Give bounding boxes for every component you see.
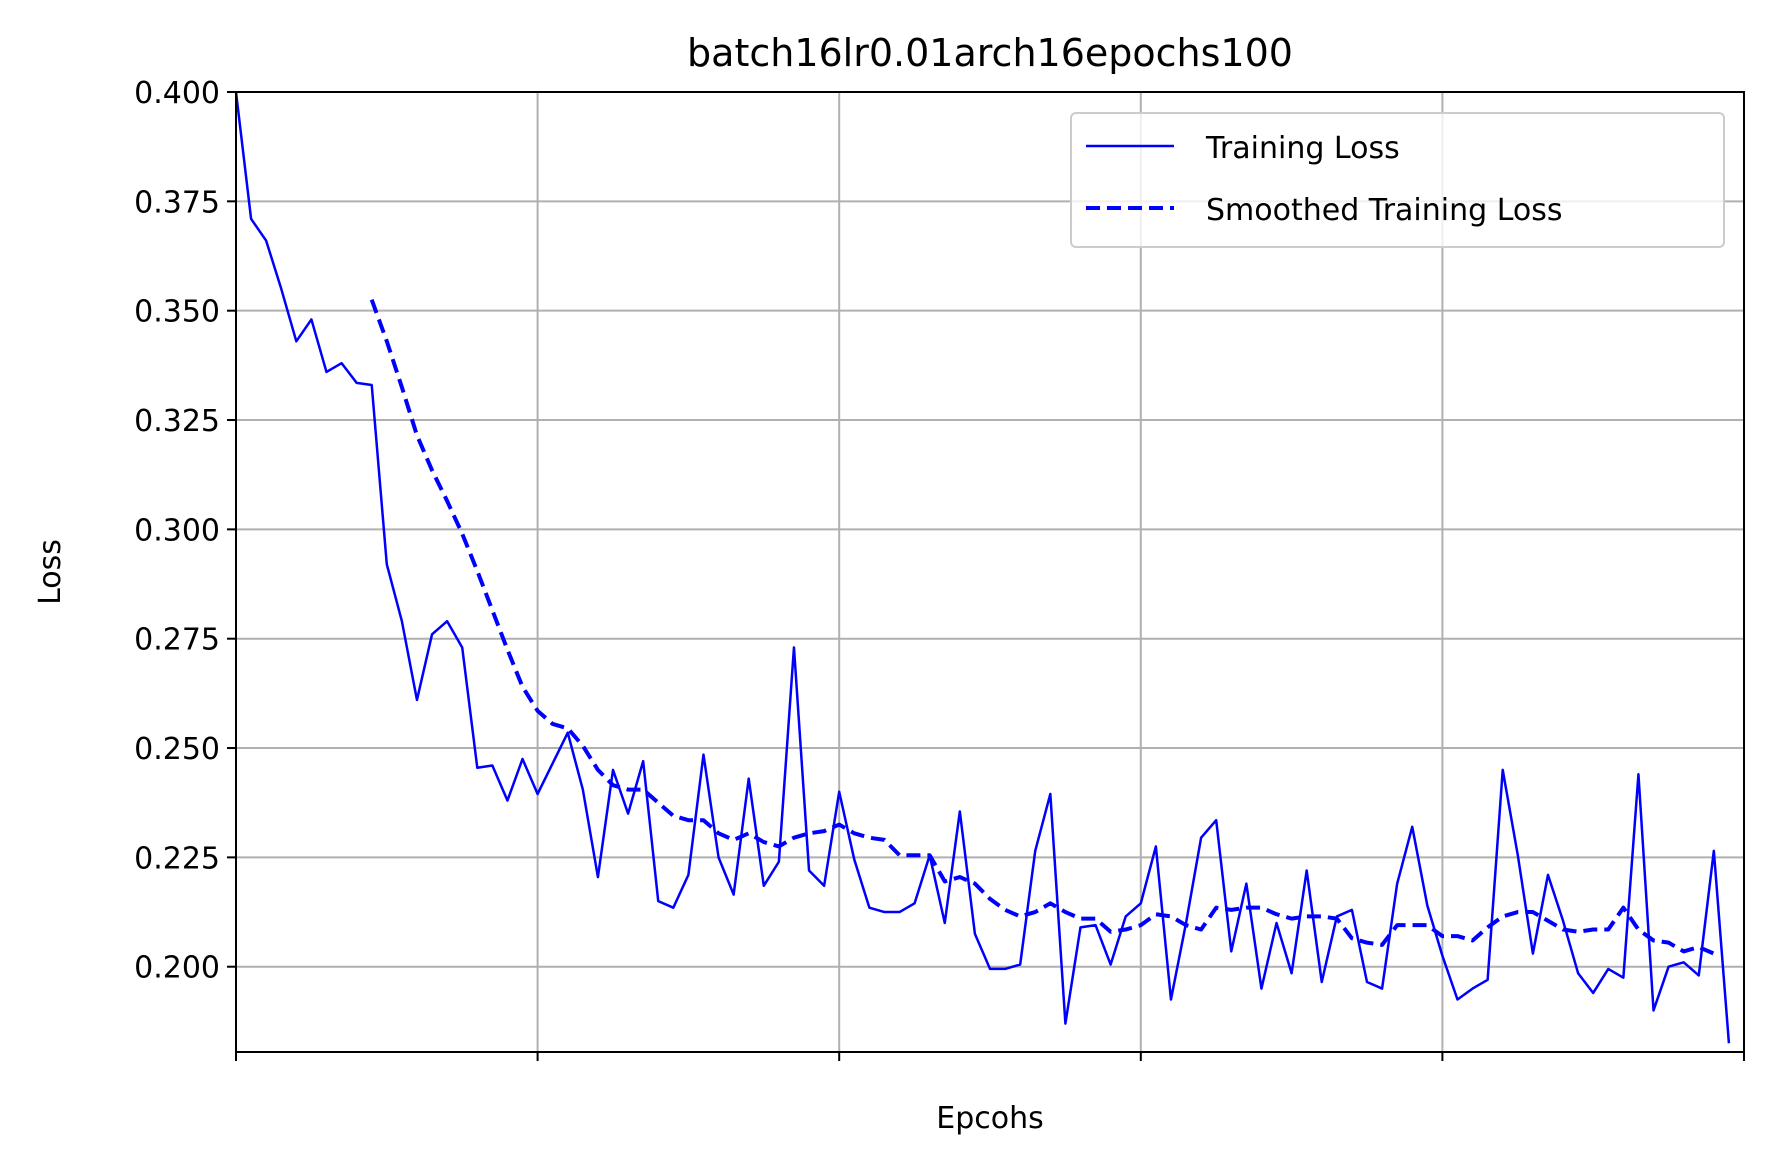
legend-entry-training-loss: Training Loss — [1205, 131, 1400, 166]
legend: Training Loss Smoothed Training Loss — [1070, 112, 1725, 248]
legend-box — [1070, 112, 1725, 248]
series-layer — [234, 91, 1731, 1044]
y-tick-label: 0.250 — [134, 732, 220, 767]
chart-title: batch16lr0.01arch16epochs100 — [687, 31, 1293, 75]
y-tick-label: 0.350 — [134, 295, 220, 330]
y-tick-label: 0.225 — [134, 841, 220, 876]
y-tick-label: 0.200 — [134, 951, 220, 986]
y-tick-label: 0.275 — [134, 623, 220, 658]
y-axis-label: Loss — [33, 539, 68, 605]
x-axis-ticks — [235, 1052, 1745, 1061]
y-tick-label: 0.400 — [134, 76, 220, 111]
y-tick-label: 0.325 — [134, 404, 220, 439]
y-axis-ticks: 0.200 0.225 0.250 0.275 0.300 0.325 0.350 0.375… — [134, 76, 236, 986]
series-line-smoothed-training-loss — [369, 299, 1715, 956]
plot-frame — [235, 91, 1745, 1053]
legend-entry-smoothed-training-loss: Smoothed Training Loss — [1206, 193, 1563, 228]
y-tick-label: 0.300 — [134, 513, 220, 548]
y-tick-label: 0.375 — [134, 185, 220, 220]
series-line-training-loss — [234, 91, 1731, 1044]
x-axis-label: Epcohs — [936, 1101, 1044, 1136]
